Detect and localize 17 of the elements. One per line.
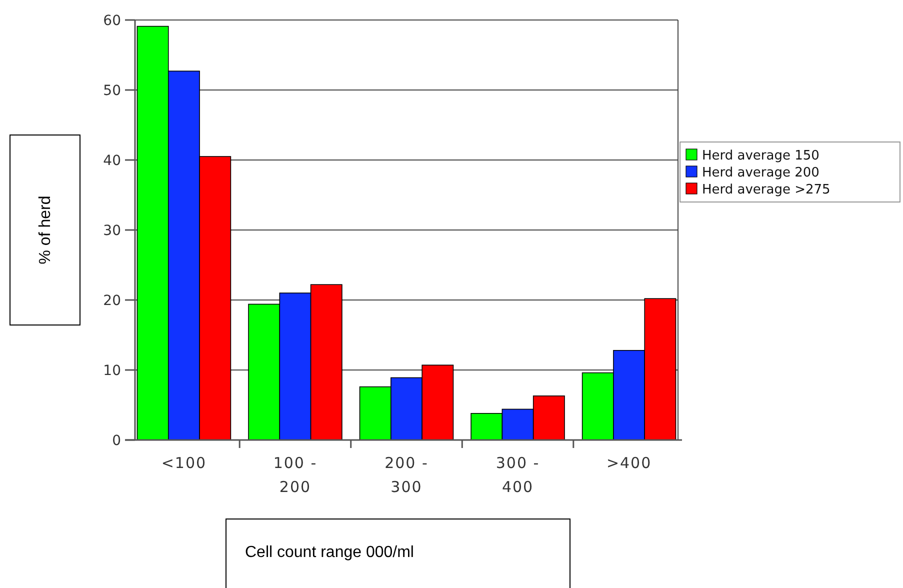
y-tick-label: 60 <box>103 12 121 29</box>
y-tick-label: 40 <box>103 152 121 169</box>
legend-label: Herd average >275 <box>702 182 830 198</box>
legend-label: Herd average 200 <box>702 166 820 181</box>
x-tick-label: <100 <box>161 454 207 472</box>
x-tick-label: >400 <box>606 454 652 472</box>
y-axis-title: % of herd <box>37 196 54 264</box>
y-tick-label: 30 <box>103 222 121 239</box>
x-tick-label: 300 - 400 <box>496 454 540 496</box>
y-tick-label: 10 <box>103 362 121 379</box>
y-tick-label: 20 <box>103 292 121 309</box>
legend-label: Herd average 150 <box>702 148 820 164</box>
y-tick-label: 0 <box>112 432 121 449</box>
x-tick-label: 100 - 200 <box>273 454 318 496</box>
x-axis-title: Cell count range 000/ml <box>245 544 414 561</box>
y-tick-label: 50 <box>103 82 121 99</box>
x-tick-label: 200 - 300 <box>384 454 428 496</box>
